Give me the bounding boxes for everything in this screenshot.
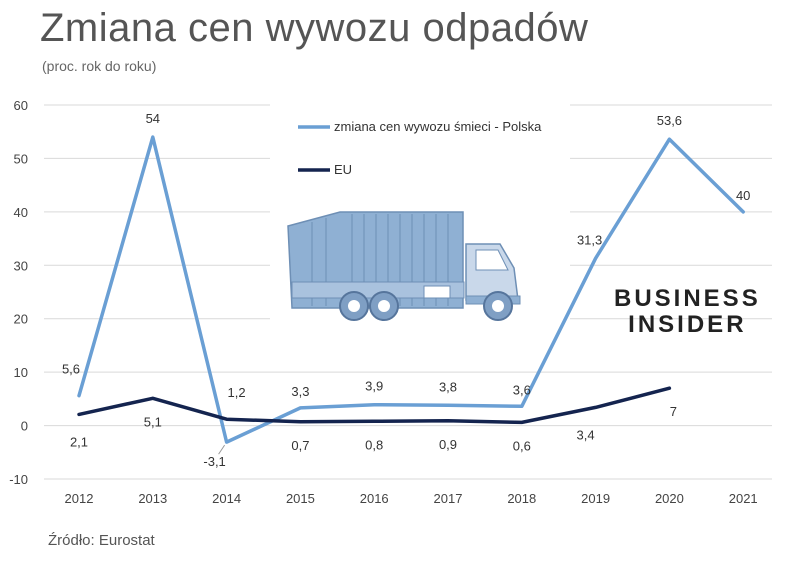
x-tick-label: 2016 xyxy=(360,491,389,506)
data-label-polska: 53,6 xyxy=(657,113,682,128)
x-tick-label: 2017 xyxy=(434,491,463,506)
y-tick-label: 40 xyxy=(14,205,28,220)
y-tick-label: 20 xyxy=(14,312,28,327)
series-line-eu xyxy=(77,386,672,425)
y-tick-label: 60 xyxy=(14,98,28,113)
x-tick-label: 2012 xyxy=(65,491,94,506)
x-tick-label: 2020 xyxy=(655,491,684,506)
x-tick-label: 2021 xyxy=(729,491,758,506)
y-axis-ticks: -10 0 10 20 30 40 50 60 xyxy=(9,98,28,487)
data-label-polska: 3,8 xyxy=(439,379,457,394)
data-label-eu: 0,8 xyxy=(365,437,383,452)
data-label-eu: 5,1 xyxy=(144,414,162,429)
data-label-polska: 31,3 xyxy=(577,232,602,247)
data-label-eu: 0,7 xyxy=(291,438,309,453)
leader-line xyxy=(218,444,226,455)
data-label-polska: 3,9 xyxy=(365,379,383,394)
data-label-polska: 5,6 xyxy=(62,362,80,377)
x-tick-label: 2015 xyxy=(286,491,315,506)
x-tick-label: 2014 xyxy=(212,491,241,506)
x-tick-label: 2013 xyxy=(138,491,167,506)
y-tick-label: 30 xyxy=(14,258,28,273)
page-subtitle: (proc. rok do roku) xyxy=(42,58,157,74)
data-label-polska: 54 xyxy=(146,111,160,126)
data-labels: 5,6 54 -3,1 3,3 3,9 3,8 3,6 31,3 53,6 40 2,1 5,1 1,2… xyxy=(62,111,750,469)
x-axis-ticks: 2012 2013 2014 2015 2016 2017 2018 2019 2020 2021 xyxy=(65,491,758,506)
logo-line-1: BUSINESS xyxy=(614,285,761,312)
data-label-polska: 3,6 xyxy=(513,382,531,397)
source-note: Źródło: Eurostat xyxy=(48,532,155,549)
series-lines xyxy=(77,135,745,444)
legend: zmiana cen wywozu śmieci - Polska EU xyxy=(298,119,542,177)
data-label-eu: 7 xyxy=(670,404,677,419)
legend-label-eu: EU xyxy=(334,162,352,177)
y-tick-label: 0 xyxy=(21,419,28,434)
data-label-eu: 3,4 xyxy=(577,427,595,442)
data-label-polska: -3,1 xyxy=(203,454,225,469)
legend-label-polska: zmiana cen wywozu śmieci - Polska xyxy=(334,119,542,134)
data-label-eu: 0,6 xyxy=(513,438,531,453)
data-label-polska: 3,3 xyxy=(291,384,309,399)
data-label-eu: 1,2 xyxy=(228,385,246,400)
data-label-eu: 2,1 xyxy=(70,434,88,449)
garbage-truck-icon xyxy=(270,92,570,324)
x-tick-label: 2018 xyxy=(507,491,536,506)
data-label-polska: 40 xyxy=(736,188,750,203)
y-tick-label: 10 xyxy=(14,365,28,380)
logo-line-2: INSIDER xyxy=(628,311,747,338)
series-line-polska xyxy=(77,135,745,444)
data-label-eu: 0,9 xyxy=(439,437,457,452)
y-tick-label: 50 xyxy=(14,151,28,166)
y-tick-label: -10 xyxy=(9,472,28,487)
x-tick-label: 2019 xyxy=(581,491,610,506)
page-title: Zmiana cen wywozu odpadów xyxy=(40,6,589,50)
business-insider-logo: BUSINESS INSIDER xyxy=(614,286,761,338)
